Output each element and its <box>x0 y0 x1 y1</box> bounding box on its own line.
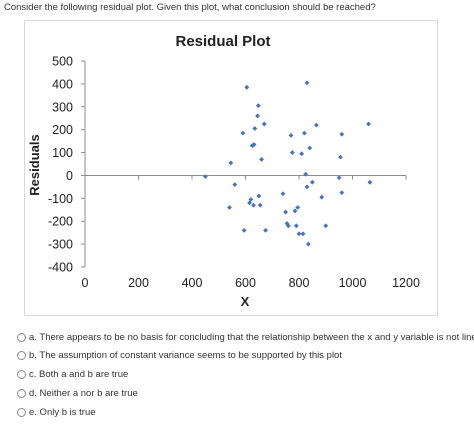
x-tick-label: 1200 <box>392 276 420 290</box>
chart-title: Residual Plot <box>175 33 270 50</box>
data-point <box>338 154 343 160</box>
question-text: Consider the following residual plot. Gi… <box>4 2 376 13</box>
data-point <box>259 157 264 162</box>
data-point <box>228 160 234 166</box>
data-point <box>288 132 294 138</box>
y-tick-label: 200 <box>52 123 73 137</box>
option-c[interactable]: c. Both a and b are true <box>17 368 474 382</box>
data-point <box>292 208 298 214</box>
data-point <box>285 223 291 229</box>
data-point <box>252 126 258 131</box>
data-point <box>301 130 307 136</box>
data-point <box>319 194 325 200</box>
y-tick-label: -200 <box>48 215 73 229</box>
data-point <box>323 223 329 229</box>
y-tick-label: -300 <box>48 238 73 252</box>
data-point <box>296 231 302 237</box>
data-point <box>247 200 252 206</box>
option-b-label: b. The assumption of constant variance s… <box>29 350 342 362</box>
y-axis-label: Residuals <box>27 134 42 195</box>
data-point <box>304 80 310 86</box>
data-point <box>299 151 305 157</box>
chart-canvas: Residual Plot Residuals X 500 400 300 200 10… <box>27 33 420 309</box>
data-point <box>366 121 371 127</box>
option-a[interactable]: a. There appears to be no basis for conc… <box>17 330 474 344</box>
answer-options: a. There appears to be no basis for conc… <box>17 330 474 424</box>
y-tick-label: -400 <box>48 261 73 275</box>
y-tick-label: 100 <box>52 146 73 160</box>
y-tick-label: 400 <box>52 77 73 91</box>
option-e-radio[interactable] <box>17 407 26 417</box>
data-point <box>283 209 289 215</box>
x-tick-label: 600 <box>235 276 256 290</box>
data-point <box>339 190 345 196</box>
option-d-label: d. Neither a nor b are true <box>29 387 138 399</box>
option-a-label: a. There appears to be no basis for conc… <box>29 331 474 343</box>
data-point <box>202 174 208 179</box>
data-point <box>256 193 262 199</box>
option-e-label: e. Only b is true <box>29 406 96 418</box>
x-tick-label: 1000 <box>339 276 367 290</box>
option-e[interactable]: e. Only b is true <box>17 405 474 419</box>
data-point <box>261 121 267 127</box>
data-point <box>249 143 255 149</box>
data-point <box>251 202 256 208</box>
x-tick-label: 200 <box>128 276 149 290</box>
data-point <box>241 227 247 233</box>
data-point <box>293 223 299 229</box>
y-tick-label: -100 <box>48 192 73 206</box>
data-point <box>248 197 254 202</box>
option-d[interactable]: d. Neither a nor b are true <box>17 386 474 400</box>
data-point <box>251 142 257 147</box>
y-tick-label: 300 <box>52 100 73 114</box>
option-c-radio[interactable] <box>17 370 26 380</box>
data-point <box>280 191 286 197</box>
data-point <box>313 122 319 128</box>
data-point <box>255 113 260 119</box>
residual-plot-chart: Residual Plot Residuals X 500 400 300 200 10… <box>24 20 438 316</box>
y-tick-label: 500 <box>52 55 73 69</box>
option-d-radio[interactable] <box>17 388 26 398</box>
data-point <box>295 205 301 210</box>
x-tick-label: 800 <box>289 276 310 290</box>
data-point <box>336 175 342 181</box>
x-tick-label: 0 <box>82 276 89 290</box>
y-tick-label: 0 <box>66 169 73 183</box>
data-point <box>244 84 250 90</box>
option-c-label: c. Both a and b are true <box>29 369 129 381</box>
x-tick-label: 400 <box>182 276 203 290</box>
data-point <box>300 231 306 237</box>
data-point <box>305 241 311 247</box>
data-point <box>257 202 263 208</box>
data-point <box>304 184 310 190</box>
data-point <box>255 103 261 109</box>
data-point <box>227 205 232 210</box>
option-a-radio[interactable] <box>17 332 26 342</box>
data-point <box>263 227 268 233</box>
data-point <box>289 150 295 155</box>
data-point <box>307 145 313 151</box>
option-b[interactable]: b. The assumption of constant variance s… <box>17 349 474 363</box>
data-point <box>309 179 315 185</box>
data-point <box>339 131 345 137</box>
data-point <box>232 182 238 187</box>
data-point <box>303 171 309 177</box>
data-point <box>240 130 246 136</box>
option-b-radio[interactable] <box>17 351 26 361</box>
x-axis-label: X <box>241 294 250 309</box>
data-point <box>367 179 373 185</box>
